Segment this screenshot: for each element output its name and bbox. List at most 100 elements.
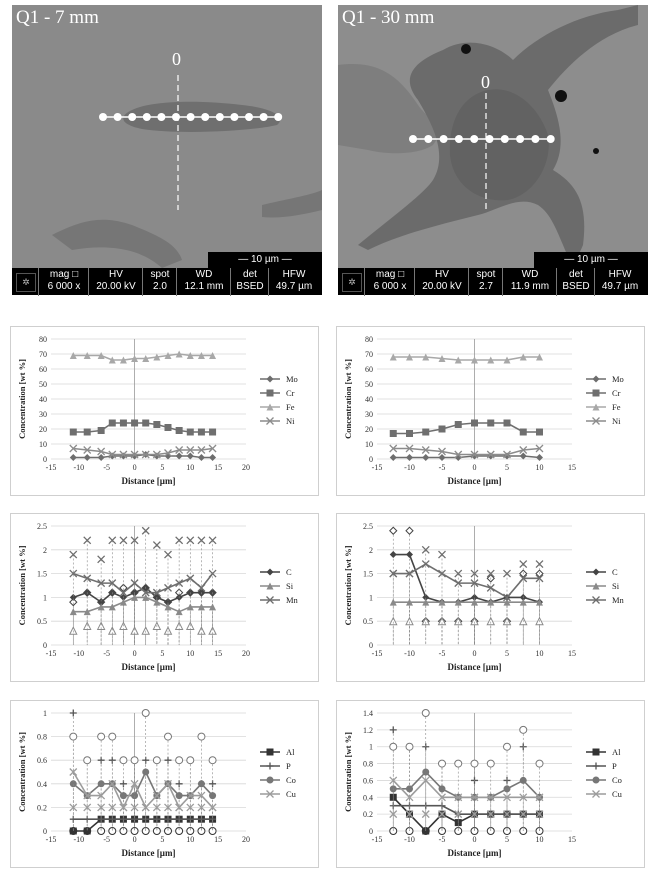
x-tick-label: -15 <box>46 649 57 658</box>
y-tick-label: 1 <box>369 593 373 602</box>
error-marker <box>96 621 106 630</box>
x-tick-label: 5 <box>160 463 164 472</box>
chart-trace-elements-7mm: 0 0.2 0.4 0.6 0.8 1 -15 -10 -5 0 5 10 15 20 Distance [… <box>10 700 319 868</box>
x-tick-label: 15 <box>214 463 222 472</box>
data-point <box>438 785 446 793</box>
data-point <box>69 768 78 776</box>
data-point <box>108 356 116 364</box>
x-tick-label: -15 <box>372 649 383 658</box>
data-point <box>108 579 117 588</box>
scan-point <box>516 135 525 143</box>
fei-logo-icon: ✲ <box>342 273 362 292</box>
data-point <box>421 776 430 785</box>
x-tick-label: 20 <box>242 835 250 844</box>
sem-info-0: mag □ 6 000 x <box>364 268 415 296</box>
data-point <box>406 785 413 793</box>
data-point <box>487 356 495 364</box>
chart-trace-elements-30mm: 0 0.2 0.4 0.6 0.8 1 1.2 1.4 -15 -10 -5 0 5 10 15 Distan… <box>336 700 645 868</box>
legend-label: P <box>286 761 291 771</box>
data-point <box>405 569 414 578</box>
data-point <box>197 791 206 800</box>
data-point <box>83 536 92 545</box>
data-point <box>438 793 446 802</box>
data-point <box>69 352 77 359</box>
x-tick-label: 5 <box>505 463 509 472</box>
data-point <box>592 417 600 425</box>
y-tick-label: 40 <box>39 395 47 404</box>
data-point <box>141 588 150 597</box>
data-point <box>454 579 463 588</box>
data-point <box>486 793 495 802</box>
y-tick-label: 30 <box>39 410 47 419</box>
data-point <box>175 608 183 616</box>
micrograph-graphic <box>338 5 648 268</box>
data-point <box>421 810 430 819</box>
data-point <box>186 803 195 812</box>
legend-label: Co <box>612 775 622 785</box>
error-marker <box>486 616 496 626</box>
legend-label: Ni <box>286 416 295 426</box>
data-point <box>519 793 528 802</box>
sem-info-1: HV 20.00 kV <box>414 268 469 296</box>
legend-label: Mo <box>286 374 298 384</box>
data-point <box>454 569 463 578</box>
legend-item: Si <box>586 581 620 591</box>
series-Fe <box>69 350 217 364</box>
y-tick-label: 0.6 <box>37 756 47 765</box>
data-point <box>83 608 91 616</box>
y-tick-label: 70 <box>39 350 47 359</box>
data-point <box>503 793 511 802</box>
legend-label: Fe <box>612 402 621 412</box>
series-C <box>389 526 544 645</box>
data-point <box>422 768 430 776</box>
plot-area: 0 10 20 30 40 50 60 70 80 -15 -10 -5 0 5 10 15 Distance … <box>343 335 576 486</box>
y-tick-label: 0.5 <box>37 617 47 626</box>
error-marker <box>535 759 544 768</box>
y-axis-title: Concentration [wt %] <box>17 545 27 625</box>
legend-item: Cu <box>260 789 297 799</box>
data-point <box>536 428 543 436</box>
error-marker <box>405 526 414 535</box>
legend-item: Mn <box>260 595 299 605</box>
series-Cr <box>389 419 543 437</box>
data-point <box>592 762 600 770</box>
series-Cu <box>389 776 544 831</box>
error-marker <box>186 827 195 835</box>
data-point <box>175 350 183 358</box>
sem-info-value: 2.0 <box>153 281 167 292</box>
chart-major-elements-7mm: 0 10 20 30 40 50 60 70 80 -15 -10 -5 0 5 10 15 20 Distanc… <box>10 326 319 496</box>
data-point <box>130 779 139 788</box>
data-point <box>454 450 463 459</box>
x-tick-label: -15 <box>372 463 383 472</box>
legend-label: Al <box>612 747 621 757</box>
data-point <box>69 593 77 601</box>
x-tick-label: -5 <box>439 835 446 844</box>
data-point <box>421 560 430 569</box>
data-point <box>83 454 91 461</box>
x-tick-label: 0 <box>473 463 477 472</box>
data-point <box>153 353 161 361</box>
error-marker <box>97 827 106 835</box>
sem-info-value: 2.7 <box>479 281 493 292</box>
error-marker <box>388 616 398 626</box>
x-tick-label: -10 <box>74 463 85 472</box>
series-line <box>393 804 540 815</box>
data-point <box>486 583 495 592</box>
x-tick-label: 15 <box>214 835 222 844</box>
error-marker <box>208 756 217 765</box>
sem-info-value: BSED <box>562 281 590 292</box>
data-point <box>389 353 397 361</box>
scan-point <box>500 135 509 143</box>
legend-item: Al <box>260 747 295 757</box>
y-tick-label: 0.8 <box>363 760 373 769</box>
data-point <box>164 550 172 559</box>
error-marker <box>164 732 172 741</box>
data-point <box>119 792 127 800</box>
y-tick-label: 1.4 <box>363 709 373 718</box>
data-point <box>470 793 479 802</box>
y-tick-label: 0 <box>369 827 373 836</box>
data-point <box>108 536 117 545</box>
data-point <box>471 593 478 601</box>
data-point <box>389 726 397 734</box>
data-point <box>438 447 446 456</box>
